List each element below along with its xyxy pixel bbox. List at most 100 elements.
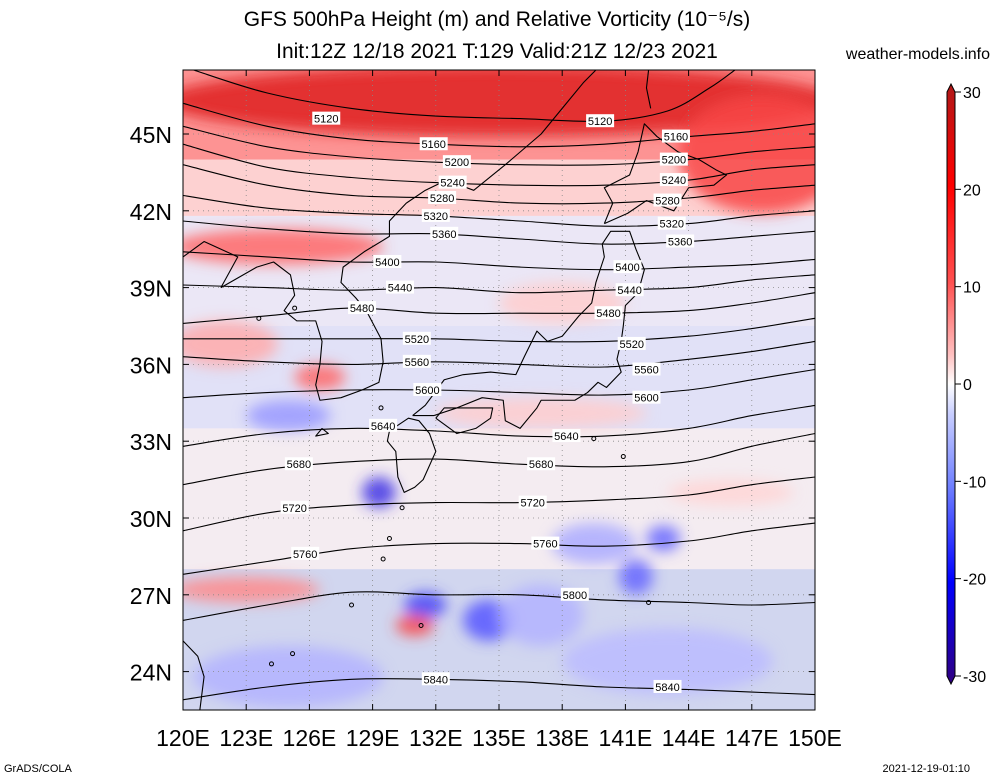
software-credit: GrADS/COLA bbox=[4, 763, 72, 775]
contour-label-bg bbox=[402, 331, 431, 345]
height-contour-5320 bbox=[183, 194, 815, 227]
colorbar-tick-label: 30 bbox=[963, 85, 981, 102]
height-contour-5120 bbox=[193, 70, 736, 123]
height-contour-5560 bbox=[183, 340, 815, 368]
island bbox=[620, 454, 626, 460]
generated-timestamp: 2021-12-19-01:10 bbox=[882, 763, 970, 775]
contour-label-bg bbox=[653, 193, 682, 207]
colorbar-tick-label: -20 bbox=[963, 572, 986, 589]
contour-label-bg bbox=[280, 500, 309, 514]
contour-label-bg bbox=[348, 301, 377, 315]
source-brand: weather-models.info bbox=[845, 46, 990, 63]
contour-label-bg bbox=[531, 536, 560, 550]
lat-tick-label: 33N bbox=[130, 429, 172, 455]
vorticity-cell bbox=[362, 477, 396, 508]
height-contour-5360 bbox=[183, 220, 815, 245]
contour-label-bg bbox=[284, 457, 313, 471]
contour-label: 5840 bbox=[655, 682, 679, 694]
contour-label: 5560 bbox=[634, 365, 658, 377]
contour-label: 5480 bbox=[596, 308, 620, 320]
contour-label: 5120 bbox=[314, 114, 338, 126]
contour-label: 5360 bbox=[432, 229, 456, 241]
height-contour-5840 bbox=[183, 678, 815, 701]
contour-label-bg bbox=[373, 255, 402, 268]
vorticity-cell bbox=[619, 558, 653, 595]
contour-label: 5400 bbox=[375, 257, 399, 269]
contour-label-bg bbox=[613, 260, 642, 274]
colorbar: 30 20 10 0 -10 -20 -30 bbox=[946, 82, 986, 686]
contour-label-bg bbox=[442, 155, 471, 169]
island bbox=[378, 405, 384, 411]
contour-label: 5280 bbox=[655, 196, 679, 208]
vorticity-cell bbox=[562, 628, 773, 695]
contour-label: 5400 bbox=[615, 262, 639, 274]
vorticity-cell bbox=[435, 397, 647, 429]
coastline bbox=[183, 240, 239, 288]
vorticity-cell bbox=[193, 646, 384, 708]
contour-label-bg bbox=[653, 679, 682, 693]
lat-tick-label: 27N bbox=[130, 583, 172, 609]
vorticity-cell bbox=[646, 525, 681, 552]
map-axes: 120E 123E 126E 129E 132E 135E 138E 141E 144E 147E… bbox=[130, 70, 842, 751]
lon-tick-label: 144E bbox=[662, 725, 716, 751]
contour-label-bg bbox=[617, 336, 646, 350]
height-contour-5160 bbox=[183, 102, 815, 148]
height-contour-5600 bbox=[183, 368, 815, 399]
contour-label: 5680 bbox=[529, 459, 553, 471]
contour-label-bg bbox=[438, 175, 467, 189]
coastline bbox=[315, 427, 329, 437]
island bbox=[418, 623, 424, 629]
contour-label: 5520 bbox=[405, 334, 429, 346]
contour-label-bg bbox=[402, 354, 431, 368]
contour-label-bg bbox=[419, 137, 448, 151]
island bbox=[386, 535, 392, 541]
contour-label-bg bbox=[659, 173, 688, 187]
lon-tick-label: 132E bbox=[409, 725, 463, 751]
coastline bbox=[603, 123, 728, 225]
contour-label: 5840 bbox=[424, 674, 448, 686]
contour-label: 5360 bbox=[668, 237, 692, 249]
contour-label-bg bbox=[385, 280, 414, 294]
island bbox=[646, 599, 652, 605]
lat-tick-label: 39N bbox=[130, 276, 172, 302]
contour-label: 5720 bbox=[282, 503, 306, 515]
height-contour-5800 bbox=[183, 591, 815, 621]
map-title-line2: Init:12Z 12/18 2021 T:129 Valid:21Z 12/2… bbox=[276, 40, 718, 63]
vorticity-cell bbox=[183, 228, 384, 265]
contour-label-bg bbox=[413, 383, 442, 396]
coastline bbox=[645, 70, 652, 109]
lon-tick-label: 141E bbox=[599, 725, 653, 751]
colorbar-tick-label: 10 bbox=[963, 280, 981, 297]
vorticity-cell bbox=[183, 70, 815, 137]
coastline bbox=[183, 640, 205, 710]
lat-tick-label: 24N bbox=[130, 660, 172, 686]
contour-label: 5240 bbox=[440, 178, 464, 190]
contour-label: 5680 bbox=[287, 459, 311, 471]
lon-tick-label: 129E bbox=[346, 725, 400, 751]
contour-label-bg bbox=[369, 418, 398, 432]
map-title-line1: GFS 500hPa Height (m) and Relative Vorti… bbox=[243, 8, 751, 31]
contour-label: 5160 bbox=[664, 132, 688, 144]
contour-label-bg bbox=[312, 111, 341, 125]
lat-tick-label: 36N bbox=[130, 352, 172, 378]
contour-label-bg bbox=[560, 587, 589, 601]
contour-label: 5760 bbox=[533, 539, 557, 551]
contour-label: 5640 bbox=[371, 421, 395, 433]
contour-label: 5280 bbox=[430, 193, 454, 205]
vorticity-cell bbox=[678, 95, 815, 214]
vorticity-cell bbox=[667, 479, 794, 506]
height-contour-5400 bbox=[183, 251, 815, 271]
contour-label: 5640 bbox=[554, 431, 578, 443]
height-contour-5520 bbox=[183, 317, 815, 343]
island bbox=[349, 602, 355, 608]
contour-label: 5600 bbox=[634, 393, 658, 405]
island bbox=[292, 305, 298, 311]
contour-label-bg bbox=[632, 390, 661, 404]
contour-label-bg bbox=[552, 429, 581, 443]
vorticity-cell bbox=[395, 615, 434, 636]
contour-label-bg bbox=[421, 672, 450, 686]
vorticity-cell bbox=[183, 576, 320, 603]
